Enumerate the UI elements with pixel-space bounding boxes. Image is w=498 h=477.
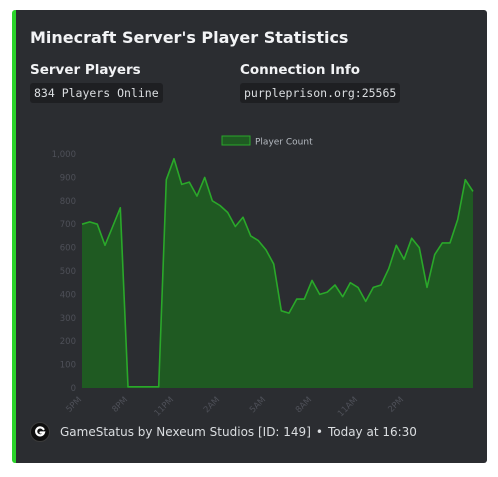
embed-footer: GameStatus by Nexeum Studios [ID: 149] •… xyxy=(30,422,417,442)
embed-card: Minecraft Server's Player Statistics Ser… xyxy=(12,10,487,463)
field-value-player-count: 834 Players Online xyxy=(30,83,163,103)
footer-timestamp: Today at 16:30 xyxy=(327,425,417,439)
plot-area xyxy=(81,157,474,388)
y-tick-label: 300 xyxy=(60,314,76,324)
field-value-server-address[interactable]: purpleprison.org:25565 xyxy=(240,83,401,103)
x-tick-label: 8PM xyxy=(110,395,130,415)
y-tick-label: 800 xyxy=(60,197,76,207)
x-tick-label: 11AM xyxy=(336,395,360,419)
player-count-chart: Player Count 0 100 200 300 400 500 600 700 800 90… xyxy=(52,135,474,419)
series-line xyxy=(81,157,474,388)
y-tick-label: 700 xyxy=(60,220,76,230)
legend-label: Player Count xyxy=(255,138,313,148)
y-tick-label: 200 xyxy=(60,337,76,347)
x-tick-label: 11PM xyxy=(153,395,177,419)
x-tick-label: 5AM xyxy=(248,395,268,415)
y-tick-label: 400 xyxy=(60,290,76,300)
x-tick-label: 8AM xyxy=(294,395,314,415)
y-axis: 0 100 200 300 400 500 600 700 800 900 1,000 xyxy=(52,150,76,394)
y-tick-label: 600 xyxy=(60,244,76,254)
y-tick-label: 500 xyxy=(60,267,76,277)
y-tick-label: 900 xyxy=(60,173,76,183)
y-tick-label: 1,000 xyxy=(52,150,76,160)
x-axis: 5PM 8PM 11PM 2AM 5AM 8AM 11AM 2PM xyxy=(64,395,406,419)
gamestatus-logo-icon xyxy=(30,422,50,442)
footer-separator: • xyxy=(315,425,323,439)
x-tick-label: 2AM xyxy=(202,395,222,415)
x-tick-label: 2PM xyxy=(386,395,406,415)
legend-swatch xyxy=(221,135,251,146)
chart-legend: Player Count xyxy=(221,135,313,148)
embed-title: Minecraft Server's Player Statistics xyxy=(30,28,349,47)
y-tick-label: 100 xyxy=(60,361,76,371)
field-name-server-players: Server Players xyxy=(30,62,141,78)
x-tick-label: 5PM xyxy=(64,395,84,415)
field-name-connection-info: Connection Info xyxy=(240,62,361,78)
series-area-fill xyxy=(82,158,473,388)
footer-text: GameStatus by Nexeum Studios [ID: 149] xyxy=(60,425,311,439)
y-tick-label: 0 xyxy=(71,384,76,394)
